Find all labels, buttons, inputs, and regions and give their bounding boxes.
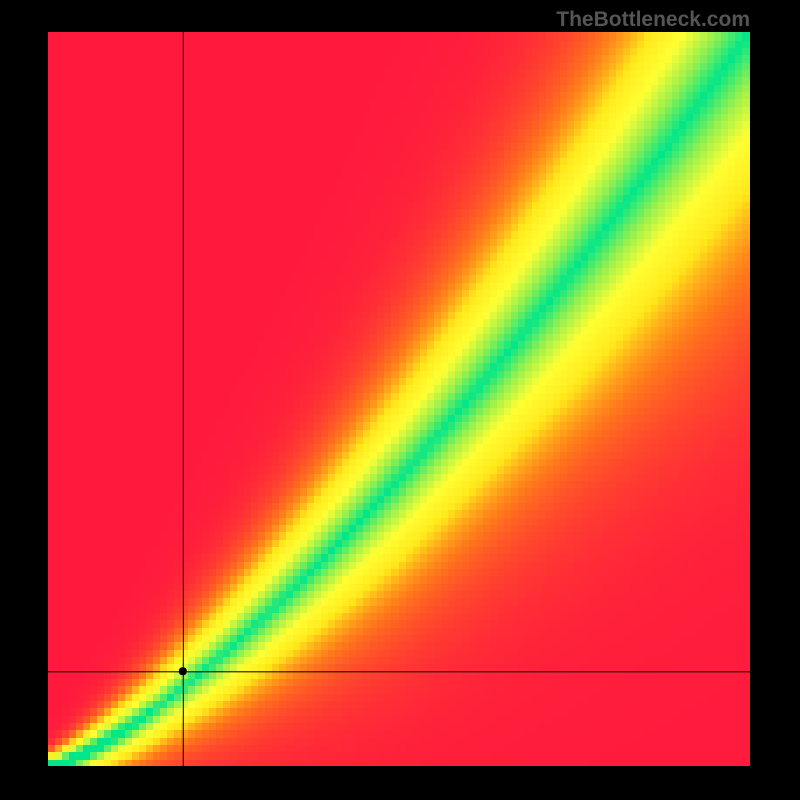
chart-container: TheBottleneck.com xyxy=(0,0,800,800)
watermark-text: TheBottleneck.com xyxy=(556,8,750,32)
bottleneck-heatmap xyxy=(48,32,750,766)
